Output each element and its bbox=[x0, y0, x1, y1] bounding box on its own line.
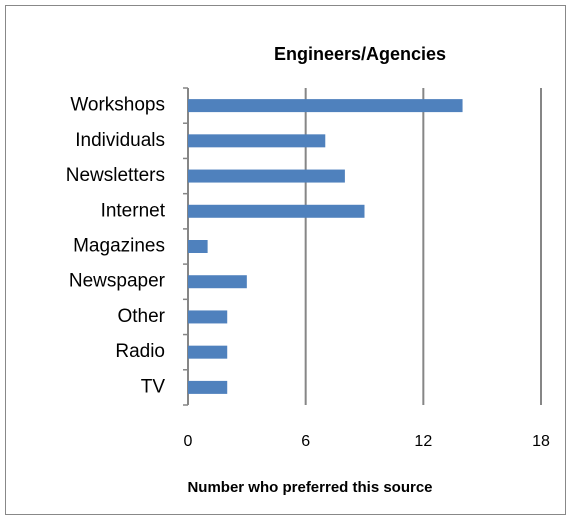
x-axis-title: Number who preferred this source bbox=[187, 479, 432, 496]
y-tick-label: Workshops bbox=[70, 95, 165, 116]
x-tick-label: 18 bbox=[532, 433, 550, 450]
bar bbox=[188, 134, 326, 148]
y-tick-label: Magazines bbox=[73, 236, 165, 257]
x-tick-label: 6 bbox=[301, 433, 310, 450]
y-tick-label: Newspaper bbox=[69, 271, 166, 292]
y-tick-label: Individuals bbox=[75, 130, 165, 151]
y-tick-label: Newsletters bbox=[66, 165, 165, 186]
bar bbox=[188, 380, 228, 394]
bar bbox=[188, 240, 208, 253]
bar bbox=[188, 345, 228, 359]
bar bbox=[188, 169, 345, 183]
chart-frame bbox=[5, 5, 566, 515]
y-tick-label: Internet bbox=[101, 200, 166, 221]
bar bbox=[188, 310, 228, 324]
x-tick-label: 0 bbox=[184, 433, 193, 450]
bar bbox=[188, 99, 463, 113]
y-tick-label: TV bbox=[141, 376, 166, 397]
bar bbox=[188, 204, 365, 218]
y-tick-label: Other bbox=[117, 306, 165, 327]
chart-title: Engineers/Agencies bbox=[274, 44, 446, 64]
bar bbox=[188, 275, 247, 289]
x-tick-label: 12 bbox=[414, 433, 432, 450]
y-tick-label: Radio bbox=[115, 341, 165, 362]
